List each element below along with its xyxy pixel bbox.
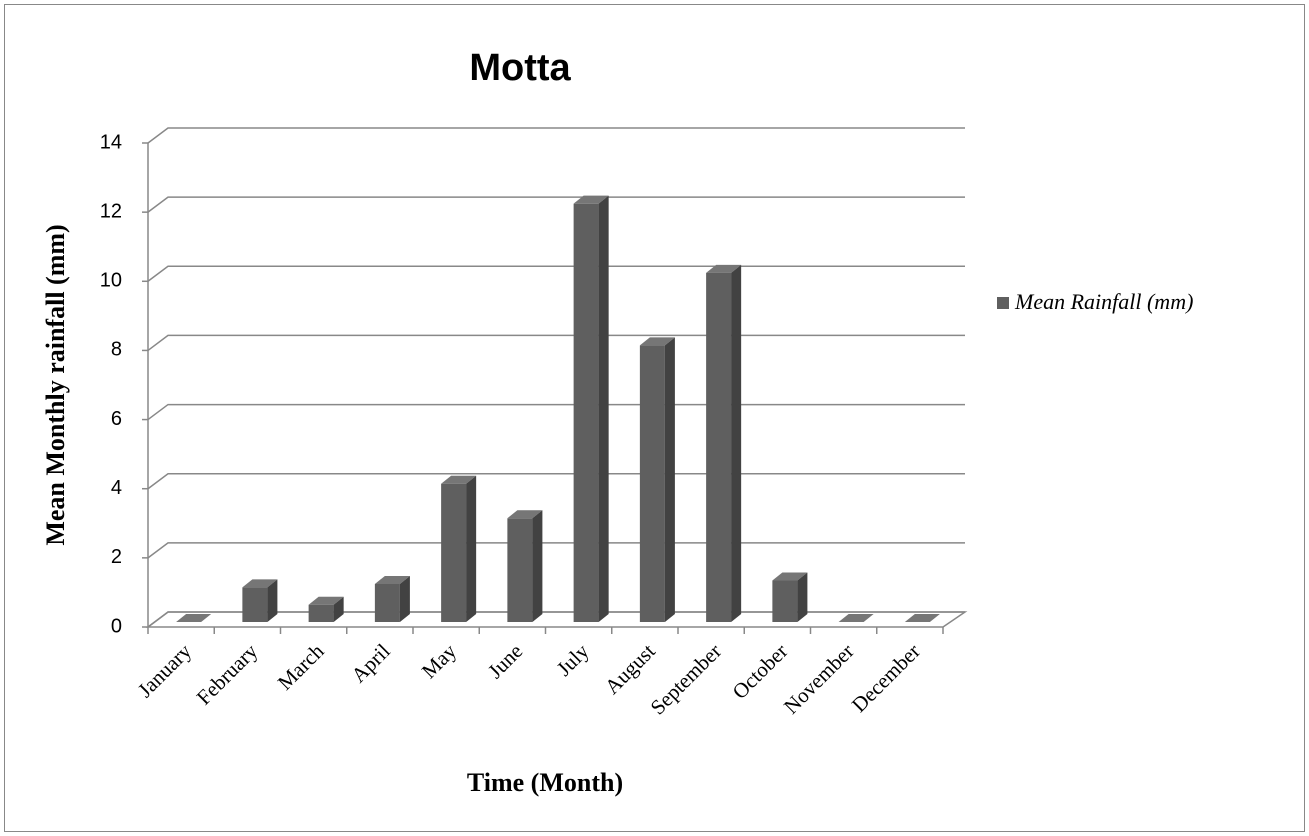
- bar-top-shade: [706, 264, 742, 273]
- bar-front: [772, 580, 798, 622]
- y-tick-label: 2: [111, 546, 122, 568]
- bar-top: [507, 510, 543, 519]
- y-tick-label: 10: [100, 270, 122, 292]
- bar-top-shade: [573, 195, 609, 204]
- y-tick-label: 8: [111, 339, 122, 361]
- bar-front: [573, 203, 599, 622]
- bar-top-shade: [838, 614, 874, 622]
- bar-top-shade: [176, 614, 212, 622]
- bar-side-shade: [797, 572, 808, 622]
- bar-side-shade: [399, 575, 410, 622]
- bar: [507, 510, 543, 622]
- bar: [772, 572, 808, 622]
- bar-top: [706, 264, 742, 273]
- bar-top-shade: [772, 572, 808, 581]
- grid-line: [147, 265, 965, 282]
- bar-side: [333, 596, 344, 622]
- bar: [242, 579, 278, 622]
- bar-top-shade: [441, 475, 477, 484]
- bar-top: [772, 572, 808, 581]
- bar: [374, 575, 410, 622]
- bar: [838, 614, 874, 622]
- bar-side-shade: [267, 579, 278, 622]
- bar-side: [797, 572, 808, 622]
- bar-front: [706, 272, 732, 622]
- bar-top: [176, 614, 212, 622]
- bar-top-shade: [639, 337, 675, 346]
- bar: [308, 596, 344, 622]
- x-axis-label: Time (Month): [467, 768, 623, 797]
- bar-side-shade: [664, 337, 675, 622]
- y-tick-label: 6: [111, 408, 122, 430]
- bar-side-shade: [333, 596, 344, 622]
- bar: [904, 614, 940, 622]
- bar-front: [441, 483, 467, 622]
- bar: [706, 264, 742, 622]
- bar-top: [441, 475, 477, 484]
- bar-top: [904, 614, 940, 622]
- grid-line: [147, 334, 965, 352]
- bar-side-shade: [598, 195, 609, 622]
- bar-front: [639, 345, 665, 622]
- y-tick-label: 4: [111, 477, 122, 499]
- y-tick-label: 0: [111, 615, 122, 637]
- bar-side-shade: [532, 510, 543, 622]
- bar-side-shade: [731, 264, 742, 622]
- bar-side-shade: [466, 475, 477, 622]
- bar-front: [308, 604, 334, 622]
- bar-top-shade: [507, 510, 543, 519]
- grid-line: [147, 196, 965, 213]
- bar-side: [267, 579, 278, 622]
- bar-top: [639, 337, 675, 346]
- legend-label: Mean Rainfall (mm): [1014, 289, 1193, 314]
- grid-line: [147, 403, 965, 421]
- bar-top: [374, 575, 410, 584]
- bar-side: [731, 264, 742, 622]
- bar: [441, 475, 477, 622]
- grid-line: [147, 542, 965, 559]
- bar-top: [308, 596, 344, 605]
- bar-front: [374, 583, 400, 622]
- bar: [176, 614, 212, 622]
- grid-line: [147, 472, 965, 490]
- bar-top: [242, 579, 278, 588]
- bar-side: [466, 475, 477, 622]
- bar: [639, 337, 675, 622]
- bar: [573, 195, 609, 622]
- bar-front: [242, 587, 268, 622]
- bar-top-shade: [374, 575, 410, 584]
- y-tick-label: 12: [100, 200, 122, 222]
- grid-line: [147, 611, 965, 628]
- bar-top: [838, 614, 874, 622]
- chart-title: Motta: [469, 47, 571, 89]
- bar-top-shade: [242, 579, 278, 588]
- y-tick-label: 14: [100, 131, 122, 153]
- bar-top-shade: [308, 596, 344, 605]
- legend-swatch: [997, 297, 1009, 309]
- bar-side: [399, 575, 410, 622]
- bar-front: [507, 518, 533, 622]
- bar-side: [598, 195, 609, 622]
- bar-side: [664, 337, 675, 622]
- bar-top: [573, 195, 609, 204]
- y-axis-label: Mean Monthly rainfall (mm): [41, 224, 70, 545]
- bar-side: [532, 510, 543, 622]
- grid-line: [147, 127, 965, 144]
- bar-top-shade: [904, 614, 940, 622]
